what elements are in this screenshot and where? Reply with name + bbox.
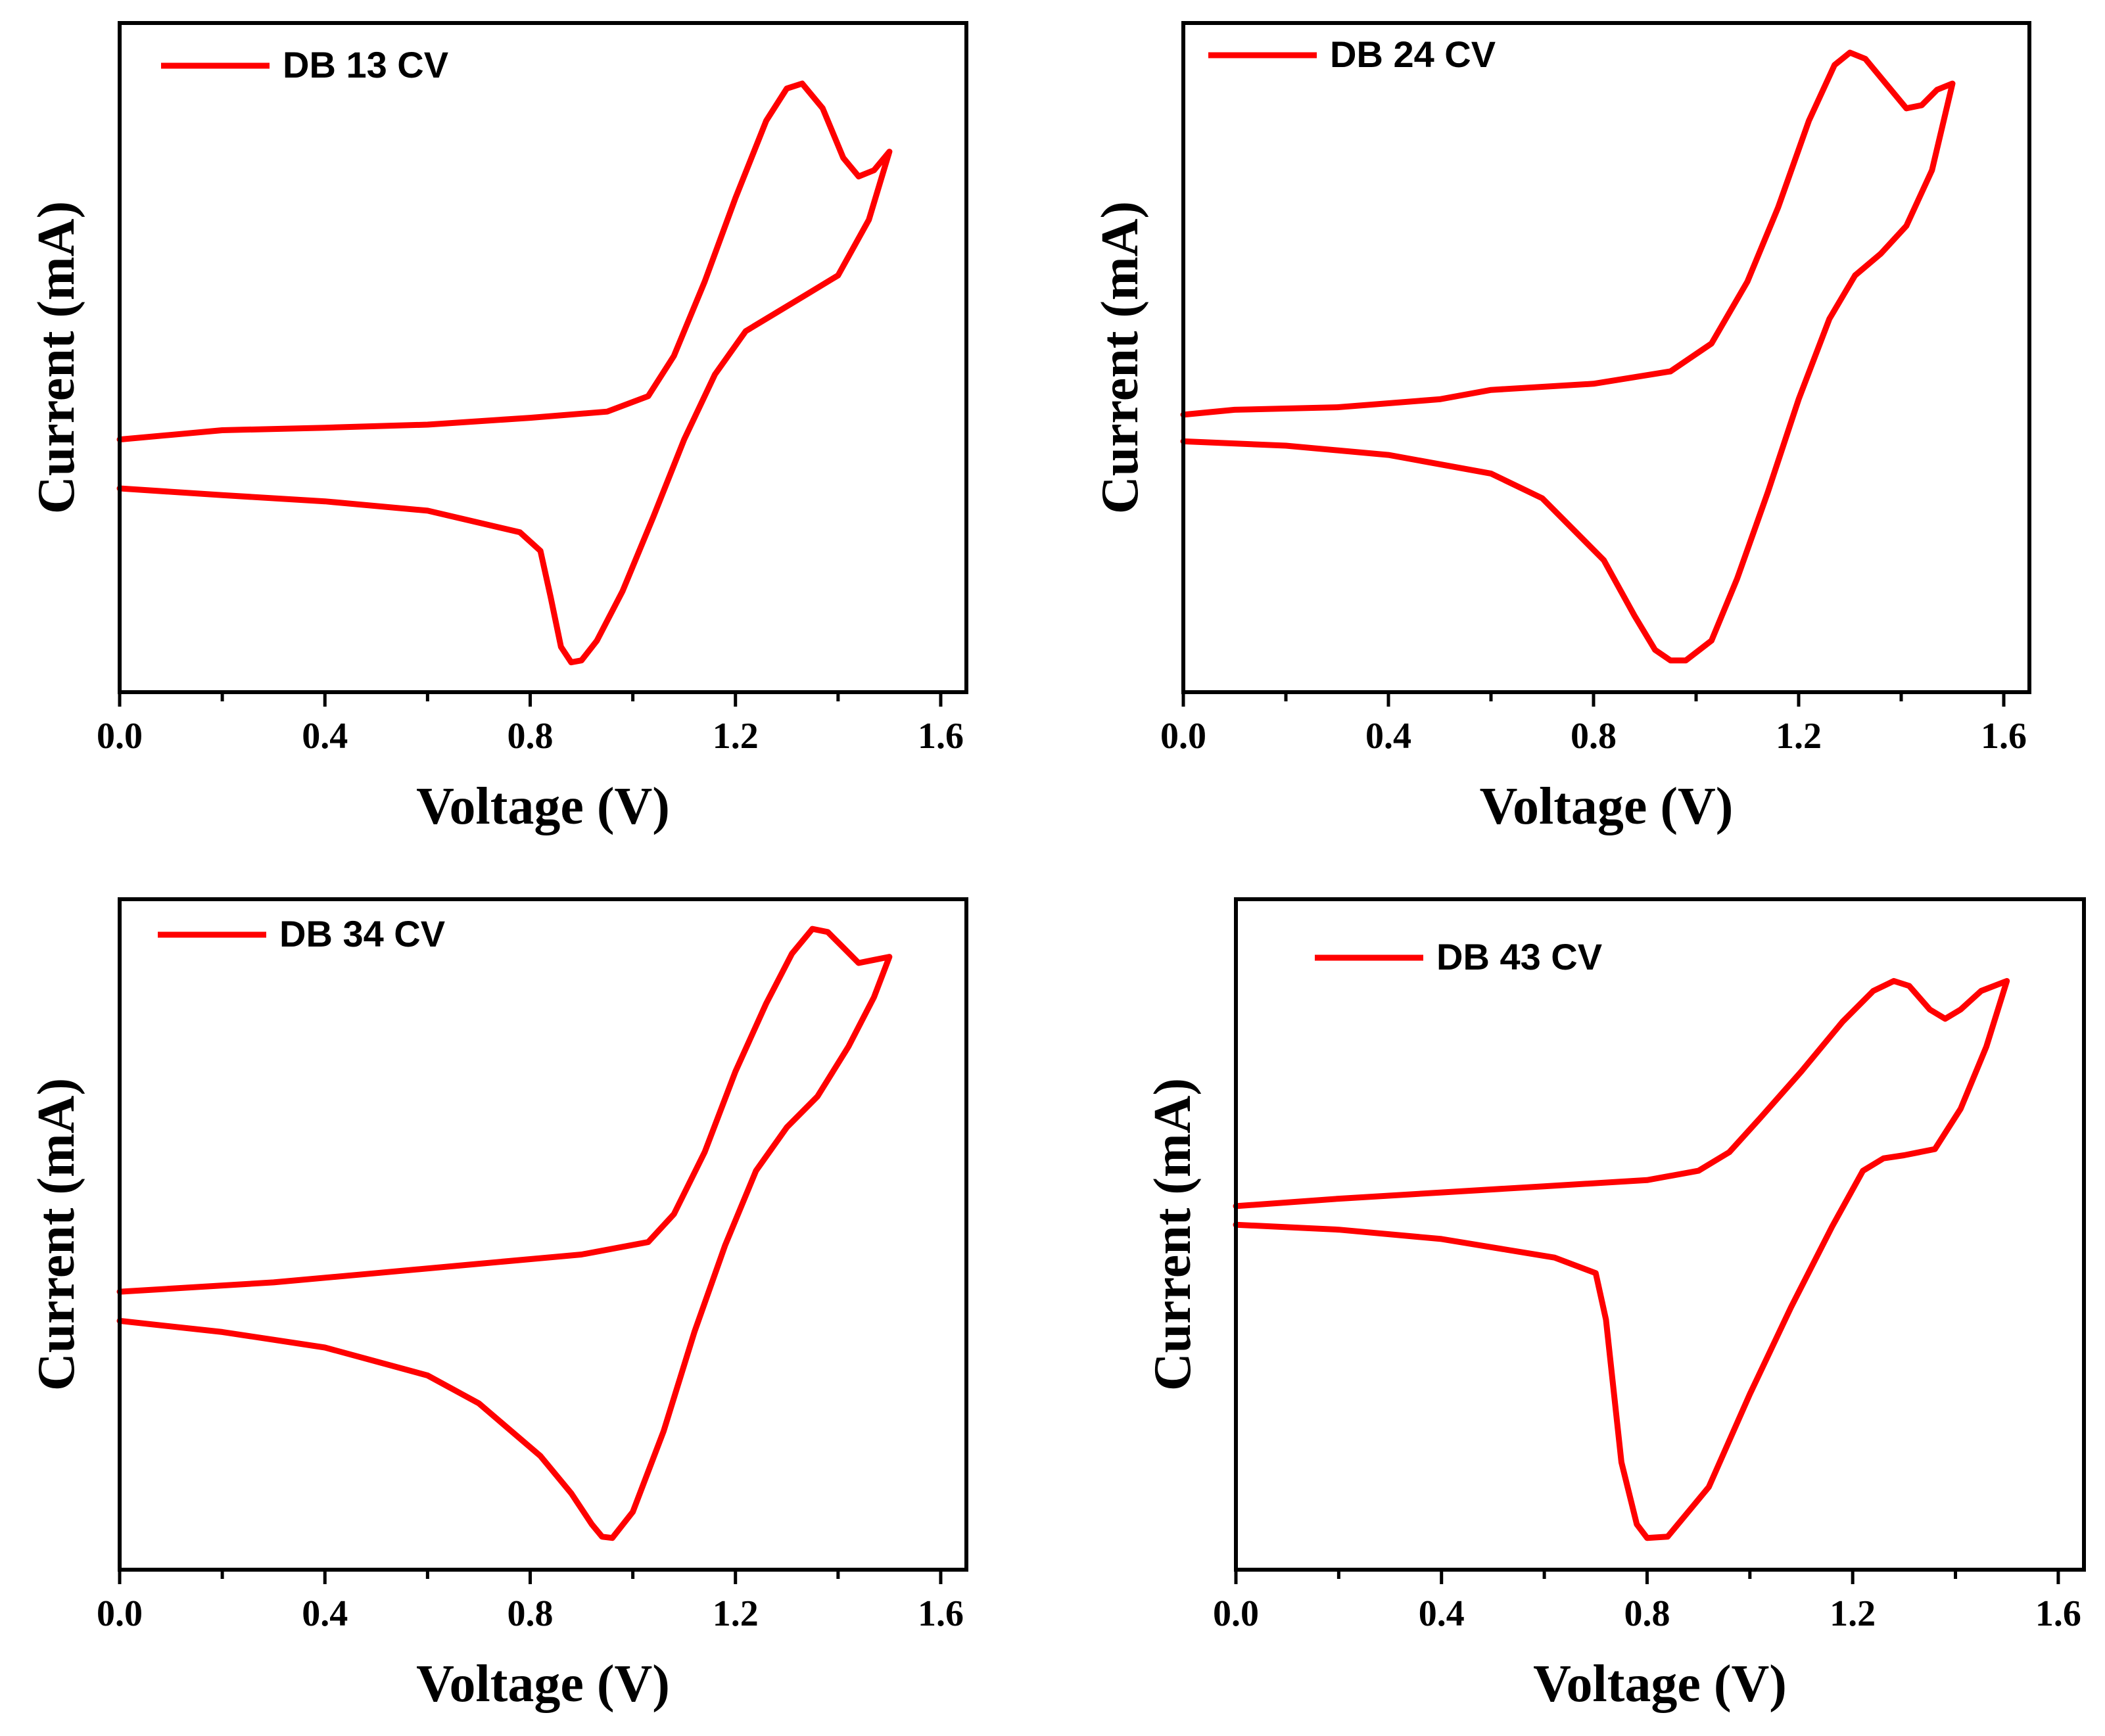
x-tick-marks — [118, 1570, 943, 1584]
legend-label: DB 24 CV — [1330, 34, 1496, 75]
legend-label: DB 43 CV — [1436, 936, 1602, 977]
x-tick-label: 0.8 — [1624, 1593, 1670, 1634]
x-tick-label: 1.2 — [713, 716, 759, 757]
y-axis-title: Current (mA) — [1091, 201, 1149, 514]
cv-curve-layer — [1180, 49, 1956, 664]
x-tick-label: 1.2 — [713, 1593, 759, 1634]
x-tick-label: 1.6 — [2035, 1593, 2081, 1634]
cv-curve — [1180, 49, 1956, 664]
cv-curve-layer — [1233, 977, 2010, 1541]
panel-db34: 0.0 0.4 0.8 1.2 1.6 Voltage (V) Current … — [28, 897, 968, 1713]
plot-frame — [118, 897, 968, 1572]
x-tick-label: 0.4 — [302, 716, 348, 757]
x-tick-label: 1.2 — [1830, 1593, 1876, 1634]
x-tick-label: 0.4 — [302, 1593, 348, 1634]
x-tick-label: 0.4 — [1365, 716, 1411, 757]
cv-curve-layer — [116, 926, 893, 1541]
cv-curve — [116, 926, 893, 1541]
cv-curve — [1233, 977, 2010, 1541]
x-tick-label: 0.8 — [507, 716, 553, 757]
plot-frame — [1181, 21, 2031, 694]
x-axis-title: Voltage (V) — [1480, 778, 1734, 835]
panel-db13: 0.0 0.4 0.8 1.2 1.6 Voltage (V) Current … — [28, 21, 968, 835]
x-axis-title: Voltage (V) — [416, 1655, 670, 1713]
x-tick-marks — [1234, 1570, 2060, 1584]
legend-label: DB 34 CV — [279, 913, 445, 954]
plot-frame — [118, 21, 968, 694]
x-tick-label: 1.6 — [1981, 716, 2027, 757]
x-axis-title: Voltage (V) — [416, 778, 670, 835]
x-tick-label: 1.2 — [1776, 716, 1822, 757]
x-tick-label: 0.0 — [1213, 1593, 1259, 1634]
x-axis-title: Voltage (V) — [1533, 1655, 1787, 1713]
panel-db24: 0.0 0.4 0.8 1.2 1.6 Voltage (V) Current … — [1091, 21, 2031, 835]
x-tick-label: 0.0 — [1160, 716, 1206, 757]
x-tick-label: 0.0 — [97, 1593, 143, 1634]
legend-label: DB 13 CV — [283, 44, 448, 85]
x-tick-marks — [118, 692, 943, 707]
x-tick-label: 0.8 — [1571, 716, 1617, 757]
y-axis-title: Current (mA) — [28, 201, 85, 514]
x-tick-marks — [1181, 692, 2006, 707]
y-axis-title: Current (mA) — [28, 1078, 85, 1391]
x-tick-label: 0.0 — [97, 716, 143, 757]
y-axis-title: Current (mA) — [1144, 1078, 1202, 1391]
panel-db43: 0.0 0.4 0.8 1.2 1.6 Voltage (V) Current … — [1144, 897, 2086, 1713]
x-tick-label: 1.6 — [918, 716, 964, 757]
x-tick-label: 0.8 — [507, 1593, 553, 1634]
cv-curve-layer — [116, 80, 893, 666]
x-tick-label: 0.4 — [1419, 1593, 1465, 1634]
cv-curve — [116, 80, 893, 666]
x-tick-label: 1.6 — [918, 1593, 964, 1634]
plot-frame — [1234, 897, 2086, 1572]
